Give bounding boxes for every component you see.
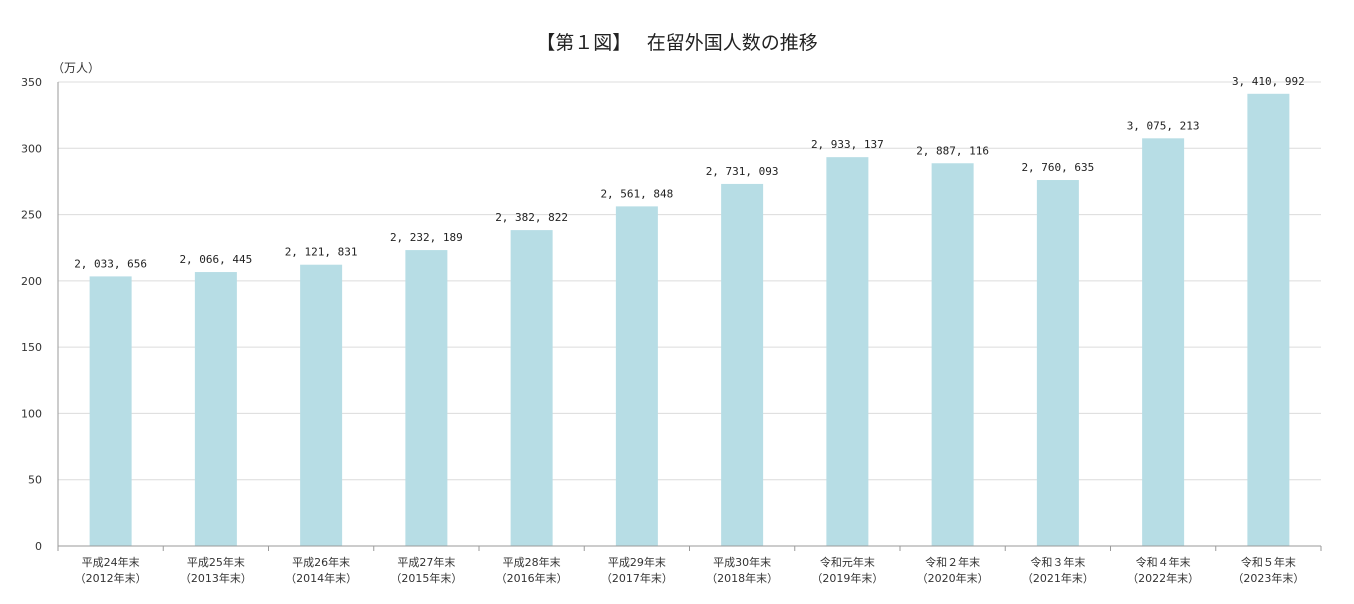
x-tick-sublabel-10: （2021年末） xyxy=(1022,571,1094,585)
x-tick-sublabel-11: （2022年末） xyxy=(1127,571,1199,585)
x-tick-label-1: 平成24年末 xyxy=(82,555,140,569)
x-tick-sublabel-5: （2016年末） xyxy=(496,571,568,585)
data-label-7: 2, 731, 093 xyxy=(706,165,779,178)
x-tick-label-4: 平成27年末 xyxy=(397,555,455,569)
bar-1 xyxy=(89,276,132,546)
y-tick-label-100: 100 xyxy=(21,407,42,420)
y-tick-label-350: 350 xyxy=(21,76,42,89)
y-tick-label-300: 300 xyxy=(21,142,42,155)
x-tick-sublabel-12: （2023年末） xyxy=(1232,571,1304,585)
bar-10 xyxy=(1036,180,1079,546)
x-tick-label-9: 令和２年末 xyxy=(925,555,980,569)
bar-4 xyxy=(405,250,448,547)
y-tick-label-250: 250 xyxy=(21,209,42,222)
bar-6 xyxy=(615,206,658,547)
bar-9 xyxy=(931,163,974,546)
x-tick-sublabel-7: （2018年末） xyxy=(706,571,778,585)
data-label-3: 2, 121, 831 xyxy=(285,246,358,259)
bars xyxy=(89,93,1290,547)
data-label-8: 2, 933, 137 xyxy=(811,138,884,151)
gridlines xyxy=(58,81,1321,481)
axes xyxy=(57,82,1322,551)
x-tick-labels: 平成24年末 （2012年末） 平成25年末 （2013年末） 平成26年末 （2014年… xyxy=(75,555,1305,585)
x-tick-label-11: 令和４年末 xyxy=(1136,555,1191,569)
x-tick-sublabel-3: （2014年末） xyxy=(285,571,357,585)
x-tick-sublabel-9: （2020年末） xyxy=(917,571,989,585)
bar-11 xyxy=(1142,138,1185,546)
x-tick-label-5: 平成28年末 xyxy=(503,555,561,569)
data-label-2: 2, 066, 445 xyxy=(179,253,252,266)
data-label-9: 2, 887, 116 xyxy=(916,144,989,157)
y-axis-unit-label: （万人） xyxy=(52,61,100,75)
x-tick-label-8: 令和元年末 xyxy=(820,555,875,569)
bar-12 xyxy=(1247,93,1290,546)
x-tick-label-12: 令和５年末 xyxy=(1241,555,1296,569)
x-tick-label-2: 平成25年末 xyxy=(187,555,245,569)
bar-7 xyxy=(721,183,764,546)
y-tick-label-50: 50 xyxy=(28,474,42,487)
data-label-10: 2, 760, 635 xyxy=(1021,161,1094,174)
data-labels: 2, 033, 656 2, 066, 445 2, 121, 831 2, 232,… xyxy=(74,75,1305,271)
chart-title: 【第１図】 在留外国人数の推移 xyxy=(536,32,818,54)
data-label-6: 2, 561, 848 xyxy=(600,187,673,200)
data-label-1: 2, 033, 656 xyxy=(74,257,147,270)
bar-3 xyxy=(300,264,343,546)
data-label-5: 2, 382, 822 xyxy=(495,211,568,224)
x-tick-label-10: 令和３年末 xyxy=(1030,555,1085,569)
x-tick-sublabel-2: （2013年末） xyxy=(180,571,252,585)
y-tick-labels: 0 50 100 150 200 250 300 350 xyxy=(21,76,42,553)
x-tick-sublabel-1: （2012年末） xyxy=(75,571,147,585)
data-label-11: 3, 075, 213 xyxy=(1127,119,1200,132)
y-tick-label-150: 150 xyxy=(21,341,42,354)
x-tick-label-3: 平成26年末 xyxy=(292,555,350,569)
data-label-12: 3, 410, 992 xyxy=(1232,75,1305,88)
x-tick-sublabel-8: （2019年末） xyxy=(811,571,883,585)
x-tick-label-6: 平成29年末 xyxy=(608,555,666,569)
bar-2 xyxy=(194,272,237,546)
bar-8 xyxy=(826,157,869,546)
bar-5 xyxy=(510,230,553,546)
x-tick-label-7: 平成30年末 xyxy=(713,555,771,569)
x-tick-sublabel-4: （2015年末） xyxy=(390,571,462,585)
data-label-4: 2, 232, 189 xyxy=(390,231,463,244)
y-tick-label-200: 200 xyxy=(21,275,42,288)
x-tick-sublabel-6: （2017年末） xyxy=(601,571,673,585)
y-tick-label-0: 0 xyxy=(35,540,42,553)
